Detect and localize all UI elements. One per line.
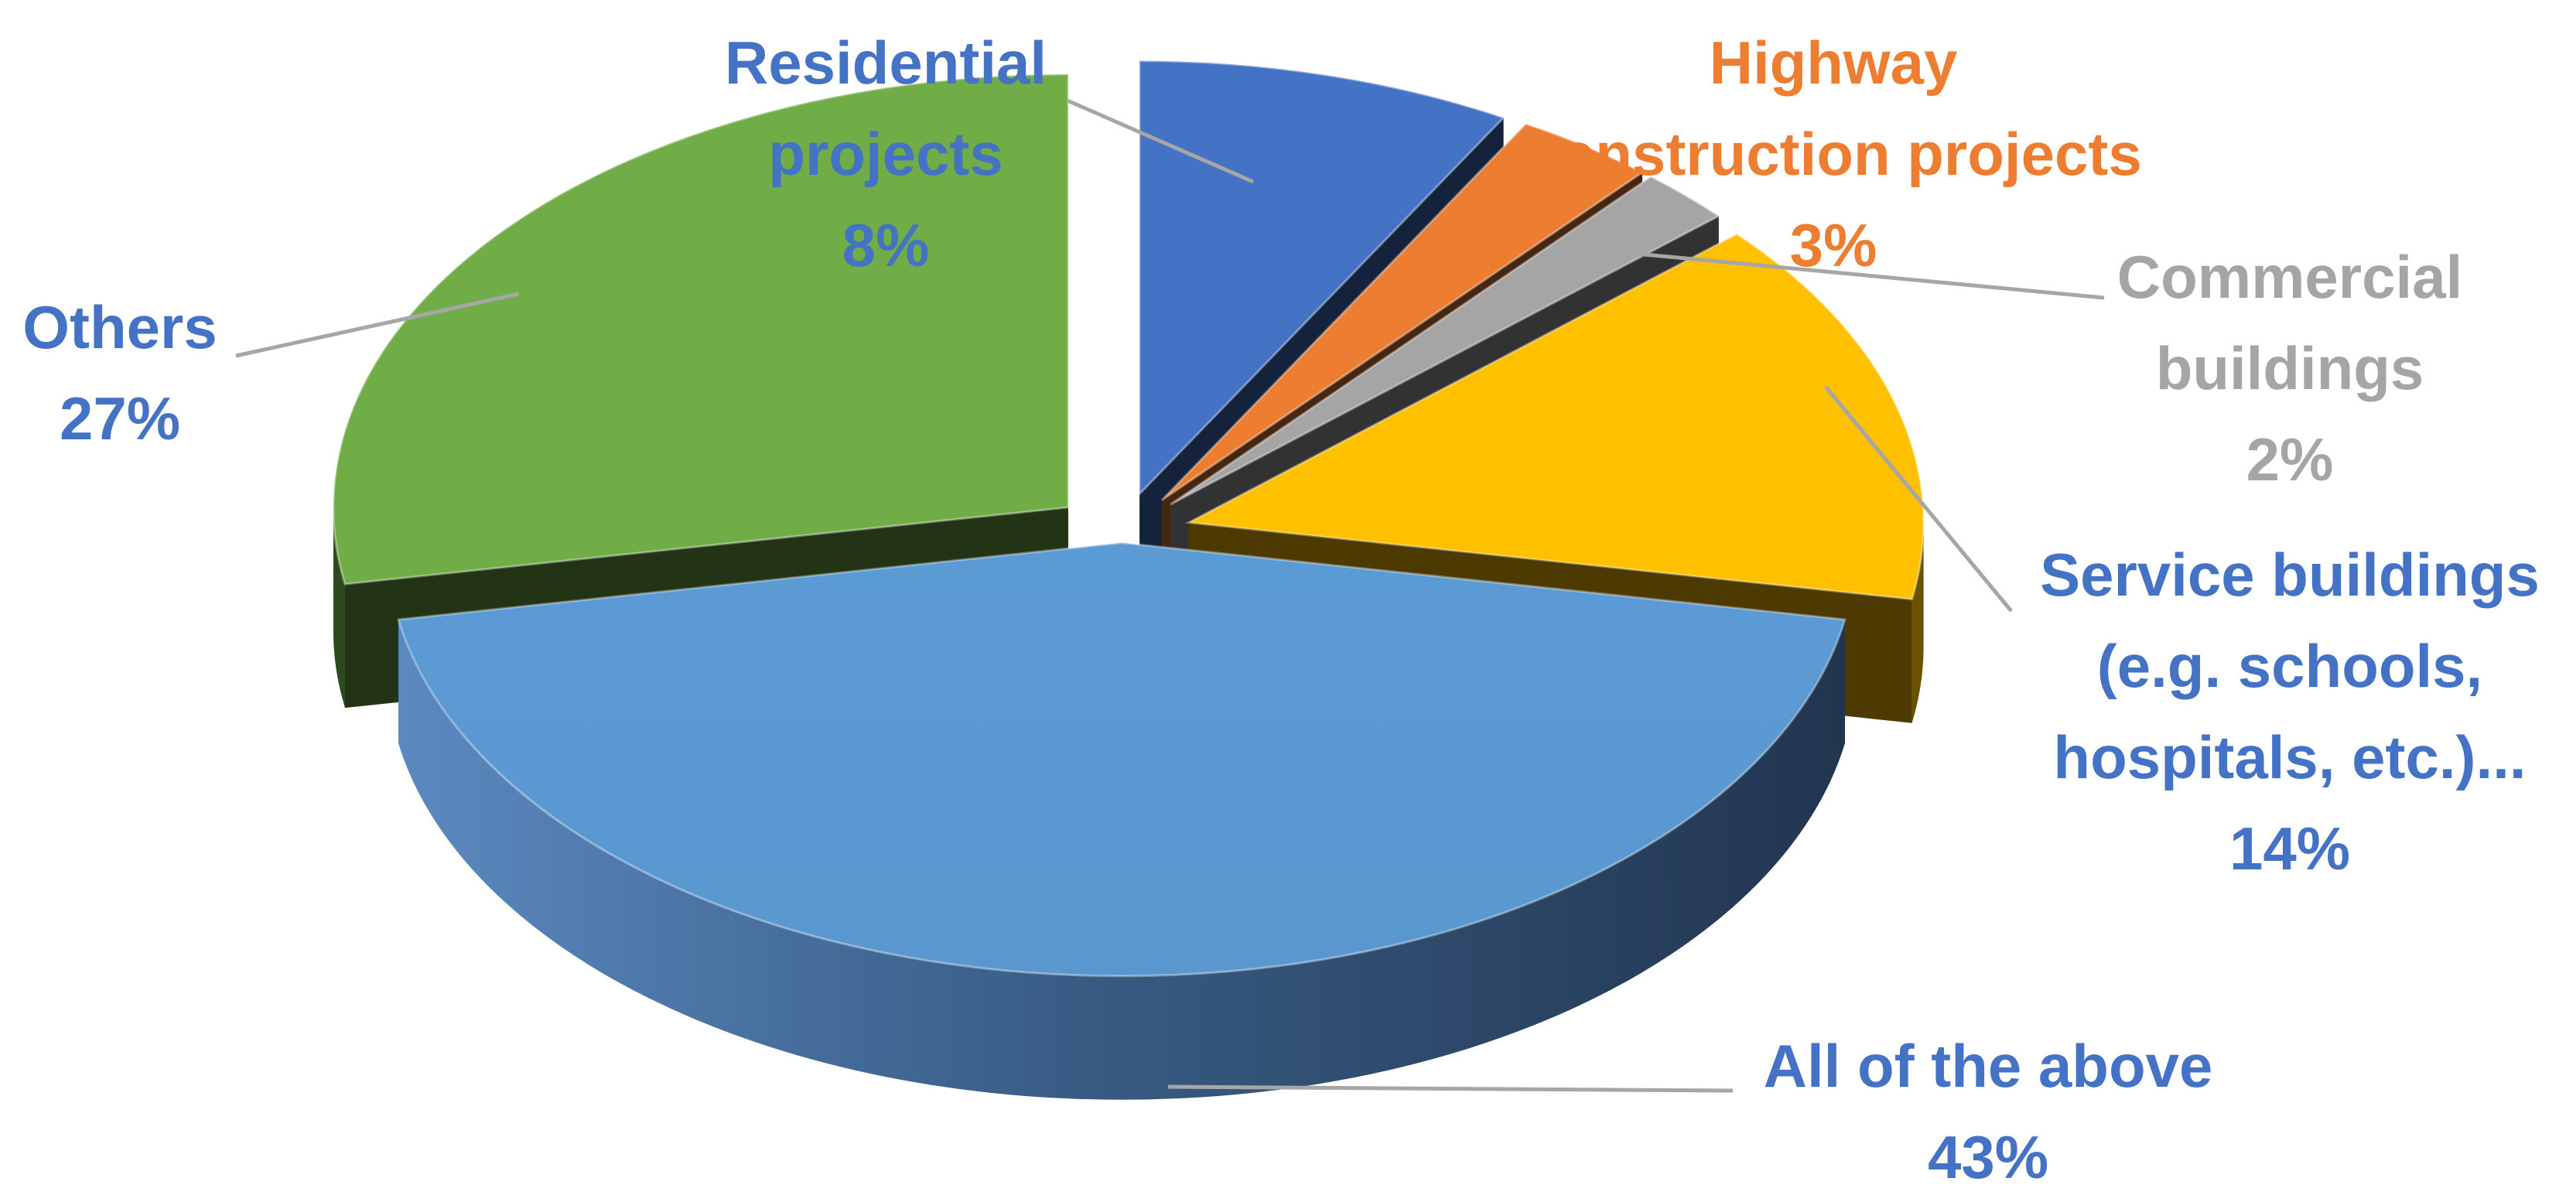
pie-slice-rim-3-0 bbox=[1912, 522, 1924, 723]
leader-line-3 bbox=[1824, 385, 2013, 613]
slice-name-line-0-1: projects bbox=[768, 120, 1003, 188]
slice-percent-label-4: 43% bbox=[1928, 1123, 2048, 1191]
pie-slice-top-0 bbox=[1138, 60, 1506, 497]
slice-name-line-1-0: Highway bbox=[1710, 29, 1958, 97]
pie-slice-rim-4-0 bbox=[398, 620, 1845, 1100]
slice-name-line-3-0: Service buildings bbox=[2040, 541, 2540, 609]
slice-label-4: All of the above 43% bbox=[1764, 1032, 2213, 1191]
leader-line-2 bbox=[1570, 245, 2105, 300]
slice-label-1: Highway construction projects 3% bbox=[1525, 29, 2141, 279]
slice-percent-label-1: 3% bbox=[1790, 211, 1877, 279]
slice-name-line-3-2: hospitals, etc.)... bbox=[2053, 723, 2526, 791]
leader-line-5 bbox=[235, 292, 519, 358]
slice-name-line-3-1: (e.g. schools, bbox=[2097, 632, 2482, 700]
slice-percent-label-5: 27% bbox=[60, 384, 180, 452]
slice-percent-label-3: 14% bbox=[2229, 814, 2350, 883]
pie-slice-top-1 bbox=[1160, 122, 1645, 501]
leader-line-4 bbox=[1167, 1084, 1734, 1093]
slice-name-line-2-0: Commercial bbox=[2117, 243, 2463, 311]
leader-line-0 bbox=[1066, 98, 1255, 184]
slice-name-line-0-0: Residential bbox=[725, 29, 1047, 97]
slice-label-5: Others 27% bbox=[22, 293, 217, 452]
pie-slice-top-4 bbox=[397, 541, 1847, 978]
slice-name-line-5-0: Others bbox=[22, 293, 217, 361]
slice-percent-label-0: 8% bbox=[842, 211, 930, 279]
slice-label-0: Residential projects 8% bbox=[725, 29, 1047, 279]
pie-slice-top-3 bbox=[1184, 232, 1925, 601]
slice-name-line-2-1: buildings bbox=[2156, 334, 2424, 402]
slice-name-line-4-0: All of the above bbox=[1764, 1032, 2213, 1100]
slice-label-3: Service buildings (e.g. schools, hospitals… bbox=[2040, 541, 2540, 883]
slice-percent-label-2: 2% bbox=[2246, 425, 2334, 493]
pie-slice-rim-5-0 bbox=[333, 507, 345, 709]
pie-slice-top-5 bbox=[332, 73, 1070, 586]
slice-label-2: Commercial buildings 2% bbox=[2117, 243, 2463, 493]
pie-slice-4 bbox=[397, 541, 1847, 1100]
pie-slice-top-2 bbox=[1170, 175, 1721, 506]
slice-name-line-1-1: construction projects bbox=[1525, 120, 2141, 188]
